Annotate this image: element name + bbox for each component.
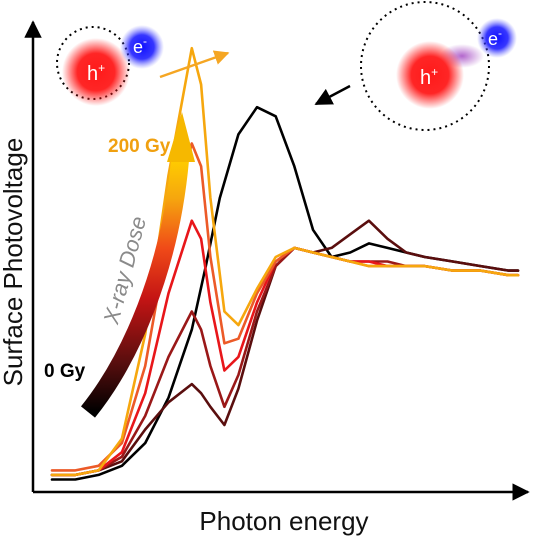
dose-low-label: 0 Gy bbox=[44, 361, 86, 382]
bound-carrier-illustration: h+ e- bbox=[56, 25, 164, 106]
dose-arrow-head bbox=[167, 112, 195, 162]
hole-glow-right bbox=[396, 41, 464, 109]
electron-label-right: e- bbox=[488, 26, 502, 49]
hole-glow-left bbox=[62, 38, 130, 106]
dose-arrow bbox=[80, 112, 195, 418]
dose-high-label: 200 Gy bbox=[108, 136, 171, 157]
right-pointer-arrow bbox=[314, 84, 351, 106]
left-pointer-arrow bbox=[159, 50, 230, 79]
separated-carrier-illustration: h+ e- bbox=[360, 1, 517, 131]
y-axis-title: Surface Photovoltage bbox=[0, 138, 28, 387]
electron-label-left: e- bbox=[133, 34, 147, 57]
series-line-5 bbox=[50, 46, 520, 477]
series-layer bbox=[50, 46, 520, 481]
electron-glow-left bbox=[120, 25, 164, 69]
hole-label-left: h+ bbox=[87, 61, 105, 85]
x-axis-title: Photon energy bbox=[199, 506, 368, 536]
hole-label-right: h+ bbox=[420, 65, 438, 89]
separated-carrier-boundary bbox=[360, 1, 490, 131]
electron-glow-right bbox=[477, 18, 517, 58]
dose-arrow-shaft bbox=[80, 159, 189, 418]
